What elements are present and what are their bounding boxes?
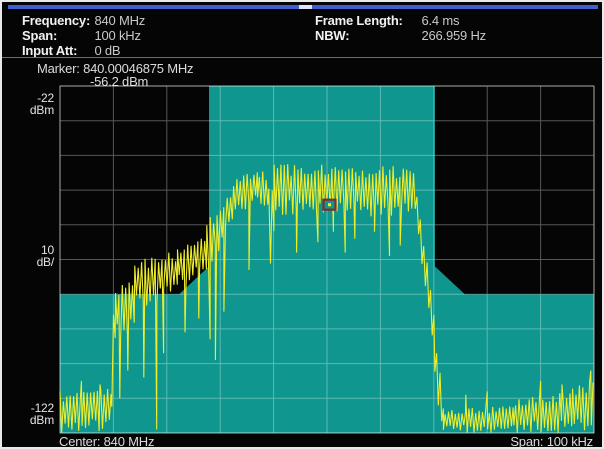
center-frequency-label: Center: 840 MHz — [59, 434, 154, 449]
marker-dot — [328, 203, 331, 206]
span-footer-label: Span: 100 kHz — [510, 434, 593, 449]
spectrum-plot — [2, 2, 604, 449]
spectrum-analyzer-screen: Frequency: 840 MHz Span: 100 kHz Input A… — [0, 0, 604, 449]
